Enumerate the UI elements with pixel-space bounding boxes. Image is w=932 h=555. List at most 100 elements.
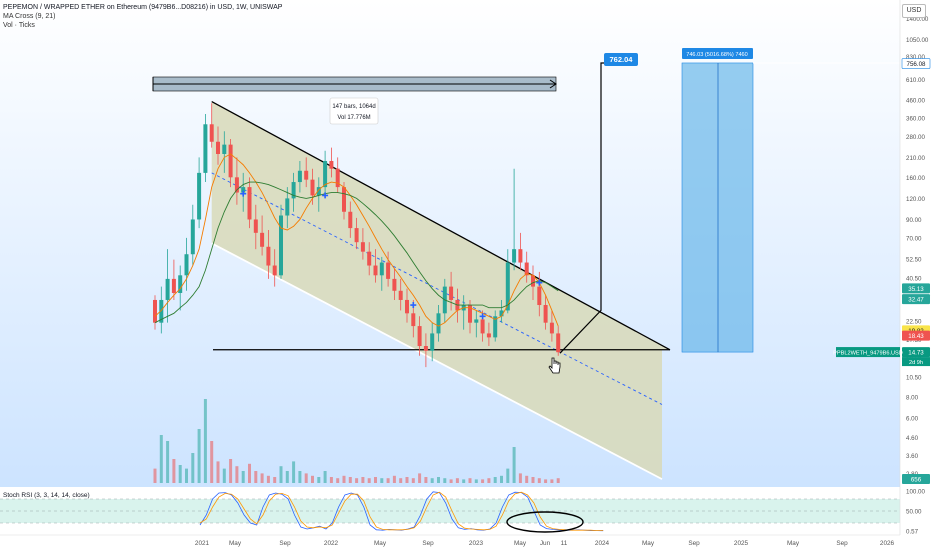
hand-cursor-icon (548, 357, 561, 374)
stoch-label: Stoch RSI (3, 3, 14, 14, close) (3, 492, 90, 499)
currency-button[interactable]: USD (902, 4, 926, 18)
volume-bar (222, 468, 226, 483)
price-badge-bg (902, 283, 930, 294)
price-tick-label: 120.00 (906, 196, 925, 203)
candle-body (335, 168, 340, 188)
candle-body (392, 278, 397, 291)
price-badge-bg (901, 58, 931, 69)
candle-body (279, 215, 283, 276)
price-tick-label: 830.00 (906, 54, 925, 61)
candle-body (316, 187, 321, 196)
candle-body (190, 219, 195, 255)
candle-body (342, 187, 346, 212)
volume-bar (392, 475, 396, 483)
ma-cross-marker (322, 192, 329, 199)
time-tick-label: Sep (836, 540, 848, 547)
stoch-highlight-circle (506, 511, 584, 533)
candle-body (228, 144, 233, 178)
indicator-volume[interactable]: Vol · Ticks (3, 22, 35, 29)
candle-body (417, 326, 422, 347)
ma-cross-marker (536, 279, 543, 286)
volume-bar (266, 475, 270, 483)
volume-bar (481, 479, 485, 483)
volume-bar (437, 477, 440, 483)
volume-bar (443, 478, 447, 483)
volume-bar (355, 478, 359, 483)
measure-label: 746.03 (5016.68%) 7460 (686, 52, 748, 58)
price-tick-label: 1050.00 (906, 37, 929, 44)
candle-body (159, 299, 164, 323)
volume-bar (418, 473, 422, 483)
volume-bar (342, 475, 346, 483)
candle-body (379, 262, 384, 276)
candle-body (436, 313, 441, 334)
stoch-d-line (199, 491, 604, 532)
price-tick-label: 360.00 (906, 115, 925, 122)
price-badge-label: 35.13 (908, 286, 924, 293)
candle-body (184, 254, 189, 276)
candle-body (304, 170, 309, 180)
price-tick-label: 3.60 (906, 453, 919, 460)
ma-cross-marker (240, 190, 247, 197)
candle-body (518, 249, 523, 263)
price-badge-label: 656 (911, 477, 922, 484)
candle-body (310, 179, 315, 196)
volume-bar (506, 468, 510, 483)
volume-bar (298, 471, 302, 483)
price-tick-label: 280.00 (906, 134, 925, 141)
volume-bar (273, 477, 277, 483)
volume-bar (556, 478, 560, 483)
time-tick-label: 2025 (734, 540, 749, 547)
candle-body (165, 278, 170, 300)
measure-label-bg (682, 47, 753, 59)
volume-bar (241, 471, 245, 483)
symbol-badge-label: PPBL2WETH_9479B6.USD (833, 351, 903, 357)
indicator-ma-cross[interactable]: MA Cross (9, 21) (3, 13, 56, 20)
time-tick-label: May (642, 540, 655, 547)
time-tick-label: May (374, 540, 387, 547)
candle-body (209, 124, 214, 142)
candle-body (493, 316, 498, 338)
volume-bar (166, 441, 170, 483)
channel-upper-line (211, 100, 671, 351)
candle-body (360, 242, 365, 252)
candle-body (531, 275, 535, 287)
candle-body (405, 299, 409, 314)
range-info-bars: 147 bars, 1064d (332, 104, 375, 110)
candle-body (197, 172, 202, 220)
ma-fast-line (154, 153, 559, 327)
candle-body (323, 160, 328, 188)
price-tick-label: 6.00 (906, 415, 919, 422)
volume-bar (449, 479, 453, 483)
candle-body (373, 265, 378, 276)
volume-bar (474, 479, 478, 483)
volume-bar (210, 441, 214, 483)
candle-body (272, 265, 277, 276)
price-badge-label: 32.47 (908, 297, 924, 304)
volume-bar (380, 478, 384, 483)
candle-body (499, 310, 504, 317)
volume-bar (153, 468, 157, 483)
price-tick-label: 8.00 (906, 394, 919, 401)
candle-body (486, 333, 491, 338)
candle-body (505, 262, 510, 311)
time-tick-label: Sep (279, 540, 291, 547)
price-badge-bg (902, 294, 930, 305)
volume-bar (248, 463, 251, 483)
volume-bar (323, 471, 327, 483)
volume-bar (544, 479, 548, 483)
range-info-volume: Vol 17.776M (337, 115, 370, 121)
candle-body (354, 228, 359, 243)
volume-bar (304, 473, 308, 483)
candle-body (549, 322, 554, 334)
candle-body (398, 290, 403, 300)
candle-body (537, 286, 542, 306)
price-tick-label: 160.00 (906, 175, 925, 182)
candle-body (260, 232, 265, 247)
candle-body (266, 246, 271, 266)
time-tick-label: May (787, 540, 800, 547)
time-tick-label: Sep (422, 540, 434, 547)
volume-bar (531, 477, 535, 483)
